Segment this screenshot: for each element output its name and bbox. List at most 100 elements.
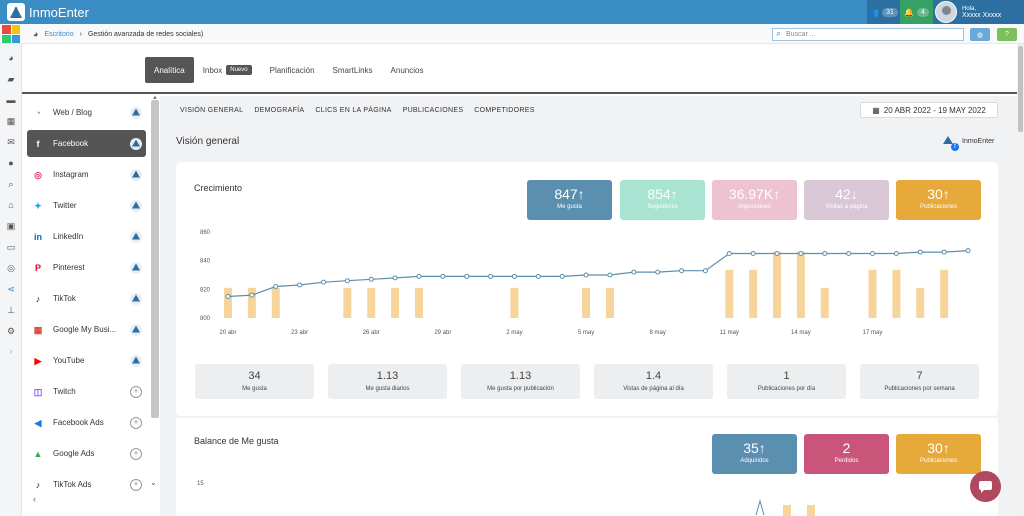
date-range-text: 20 ABR 2022 - 19 MAY 2022 (883, 105, 986, 115)
settings-icon[interactable]: ⚙ (6, 326, 16, 336)
sidebar-item-youtube[interactable]: ▶ YouTube (27, 347, 146, 374)
sidebar-item-google-ads[interactable]: ▲ Google Ads + (27, 440, 146, 467)
section-tab-demography[interactable]: DEMOGRAFÍA (254, 107, 305, 114)
kpi-card[interactable]: 854↑ Seguidores (620, 180, 705, 220)
kpi-label: Visitas a página (825, 204, 868, 210)
account-avatar-icon[interactable] (130, 323, 142, 336)
sidebar-item-label: Google My Busi... (53, 325, 117, 334)
page-scrollbar-thumb[interactable] (1018, 46, 1023, 132)
kpi-card[interactable]: 847↑ Me gusta (527, 180, 612, 220)
stat-label: Publicaciones por semana (884, 386, 955, 392)
contacts-icon[interactable]: ● (8, 158, 14, 168)
linkedin-icon: in (34, 231, 42, 242)
sidebar-item-linkedin[interactable]: in LinkedIn (27, 223, 146, 250)
sidebar-item-megaphone[interactable]: ◀ Facebook Ads + (27, 409, 146, 436)
stat-label: Me gusta diarios (365, 386, 410, 392)
sidebar-item-twitter[interactable]: ✦ Twitter (27, 192, 146, 219)
sidebar-item-label: Pinterest (53, 263, 85, 272)
page-scrollbar[interactable] (1017, 44, 1024, 516)
chevron-down-icon[interactable]: ⌄ (150, 478, 157, 487)
kpi-value: 30↑ (896, 186, 981, 202)
scroll-up-icon[interactable]: ▲ (152, 95, 158, 101)
home-icon[interactable]: ⌂ (8, 200, 14, 210)
sidebar-item-google-my-business[interactable]: ▦ Google My Busi... (27, 316, 146, 343)
house-logo-icon (7, 3, 25, 21)
dashboard-icon[interactable]: ◕ (8, 53, 14, 63)
help-button[interactable]: ? (997, 28, 1017, 41)
app-logo[interactable]: InmoEnter (7, 3, 89, 21)
kpi-card[interactable]: 30↑ Publicaciones (896, 180, 981, 220)
balance-kpi-card[interactable]: 2 Perdidos (804, 434, 889, 474)
calendar-icon[interactable]: ▦ (6, 116, 16, 126)
share-icon[interactable]: ⋖ (7, 284, 15, 294)
account-avatar-icon[interactable] (130, 106, 142, 119)
line-point (917, 249, 923, 255)
search-input[interactable]: Buscar ... (772, 28, 964, 41)
account-avatar-icon[interactable] (130, 354, 142, 367)
account-avatar-icon[interactable] (130, 292, 142, 305)
account-avatar-icon[interactable] (130, 137, 142, 150)
user-menu[interactable]: Hola, Xxxxx Xxxxx (933, 0, 1024, 24)
sidebar-item-label: TikTok Ads (53, 480, 92, 489)
add-account-icon[interactable]: + (130, 385, 142, 398)
line-point (750, 251, 756, 256)
account-avatar-icon[interactable] (130, 261, 142, 274)
breadcrumb-home[interactable]: Escritorio (44, 30, 74, 38)
trend-arrow-icon: ↑ (942, 186, 950, 202)
bar-mark (247, 287, 256, 318)
search-rail-icon[interactable]: ⌕ (8, 179, 14, 189)
tab-analitica[interactable]: Analítica (145, 57, 194, 83)
account-avatar-icon[interactable] (130, 230, 142, 243)
chat-icon[interactable]: ▰ (7, 74, 15, 84)
collapse-icon[interactable]: ‹ (33, 494, 36, 504)
top-bar (0, 0, 1024, 24)
google-my-business-icon: ▦ (33, 324, 43, 335)
date-range-picker[interactable]: ▦ 20 ABR 2022 - 19 MAY 2022 (860, 102, 998, 118)
section-tab-competitors[interactable]: COMPETIDORES (474, 107, 535, 114)
mail-icon[interactable]: ✉ (7, 137, 15, 147)
bed-icon[interactable]: ▬ (6, 95, 16, 105)
add-account-icon[interactable]: + (130, 416, 142, 429)
y-tick-label: 820 (200, 287, 211, 293)
expand-rail-icon[interactable]: › (9, 346, 13, 356)
notifications-button[interactable]: 🔔 4 (900, 0, 933, 24)
tab-inbox[interactable]: Inbox Nuevo (194, 57, 261, 83)
notifications-count: 4 (917, 7, 929, 17)
sidebar-item-instagram[interactable]: ◎ Instagram (27, 161, 146, 188)
users-button[interactable]: 👥 31 (867, 0, 900, 24)
tab-smartlinks[interactable]: SmartLinks (332, 65, 373, 75)
kpi-number: 854 (647, 186, 671, 202)
chat-button[interactable] (970, 471, 1001, 502)
line-point (798, 251, 804, 256)
sidebar-item-twitch[interactable]: ◫ Twitch + (27, 378, 146, 405)
add-account-icon[interactable]: + (130, 478, 142, 491)
stat-value: 34 (248, 370, 261, 382)
sidebar-item-tiktok[interactable]: ♪ TikTok (27, 285, 146, 312)
section-tab-clicks[interactable]: CLICS EN LA PÁGINA (315, 107, 392, 114)
section-tab-overview[interactable]: VISIÓN GENERAL (180, 107, 244, 114)
add-account-icon[interactable]: + (130, 447, 142, 460)
sidebar-item-pinterest[interactable]: P Pinterest (27, 254, 146, 281)
balance-kpi-card[interactable]: 35↑ Adquiridos (712, 434, 797, 474)
balance-kpi-card[interactable]: 30↑ Publicaciones (896, 434, 981, 474)
sidebar-item-rss[interactable]: ◔ Web / Blog (27, 99, 146, 126)
kpi-card[interactable]: 36.97K↑ Impresiones (712, 180, 797, 220)
account-avatar-icon[interactable] (130, 168, 142, 181)
tab-planificacion[interactable]: Planificación (269, 65, 315, 75)
sidebar-item-facebook[interactable]: f Facebook (27, 130, 146, 157)
target-icon[interactable]: ◎ (7, 263, 15, 273)
globe-button[interactable]: ◍ (970, 28, 990, 41)
monitor-icon[interactable]: ▭ (6, 242, 16, 252)
account-avatar-icon[interactable] (130, 199, 142, 212)
kpi-value: 36.97K↑ (712, 186, 797, 202)
sitemap-icon[interactable]: ⊥ (7, 305, 15, 315)
nav-scrollbar[interactable] (151, 100, 159, 418)
apps-grid-icon[interactable] (2, 25, 20, 43)
trend-arrow-icon: ↑ (577, 186, 585, 202)
kpi-card[interactable]: 42↓ Visitas a página (804, 180, 889, 220)
tab-anuncios[interactable]: Anuncios (390, 65, 424, 75)
section-tab-posts[interactable]: PUBLICACIONES (402, 107, 464, 114)
money-icon[interactable]: ▣ (6, 221, 16, 231)
sidebar-item-tiktok-ads[interactable]: ♪ TikTok Ads + (27, 471, 146, 498)
sidebar-item-label: Twitter (53, 201, 77, 210)
